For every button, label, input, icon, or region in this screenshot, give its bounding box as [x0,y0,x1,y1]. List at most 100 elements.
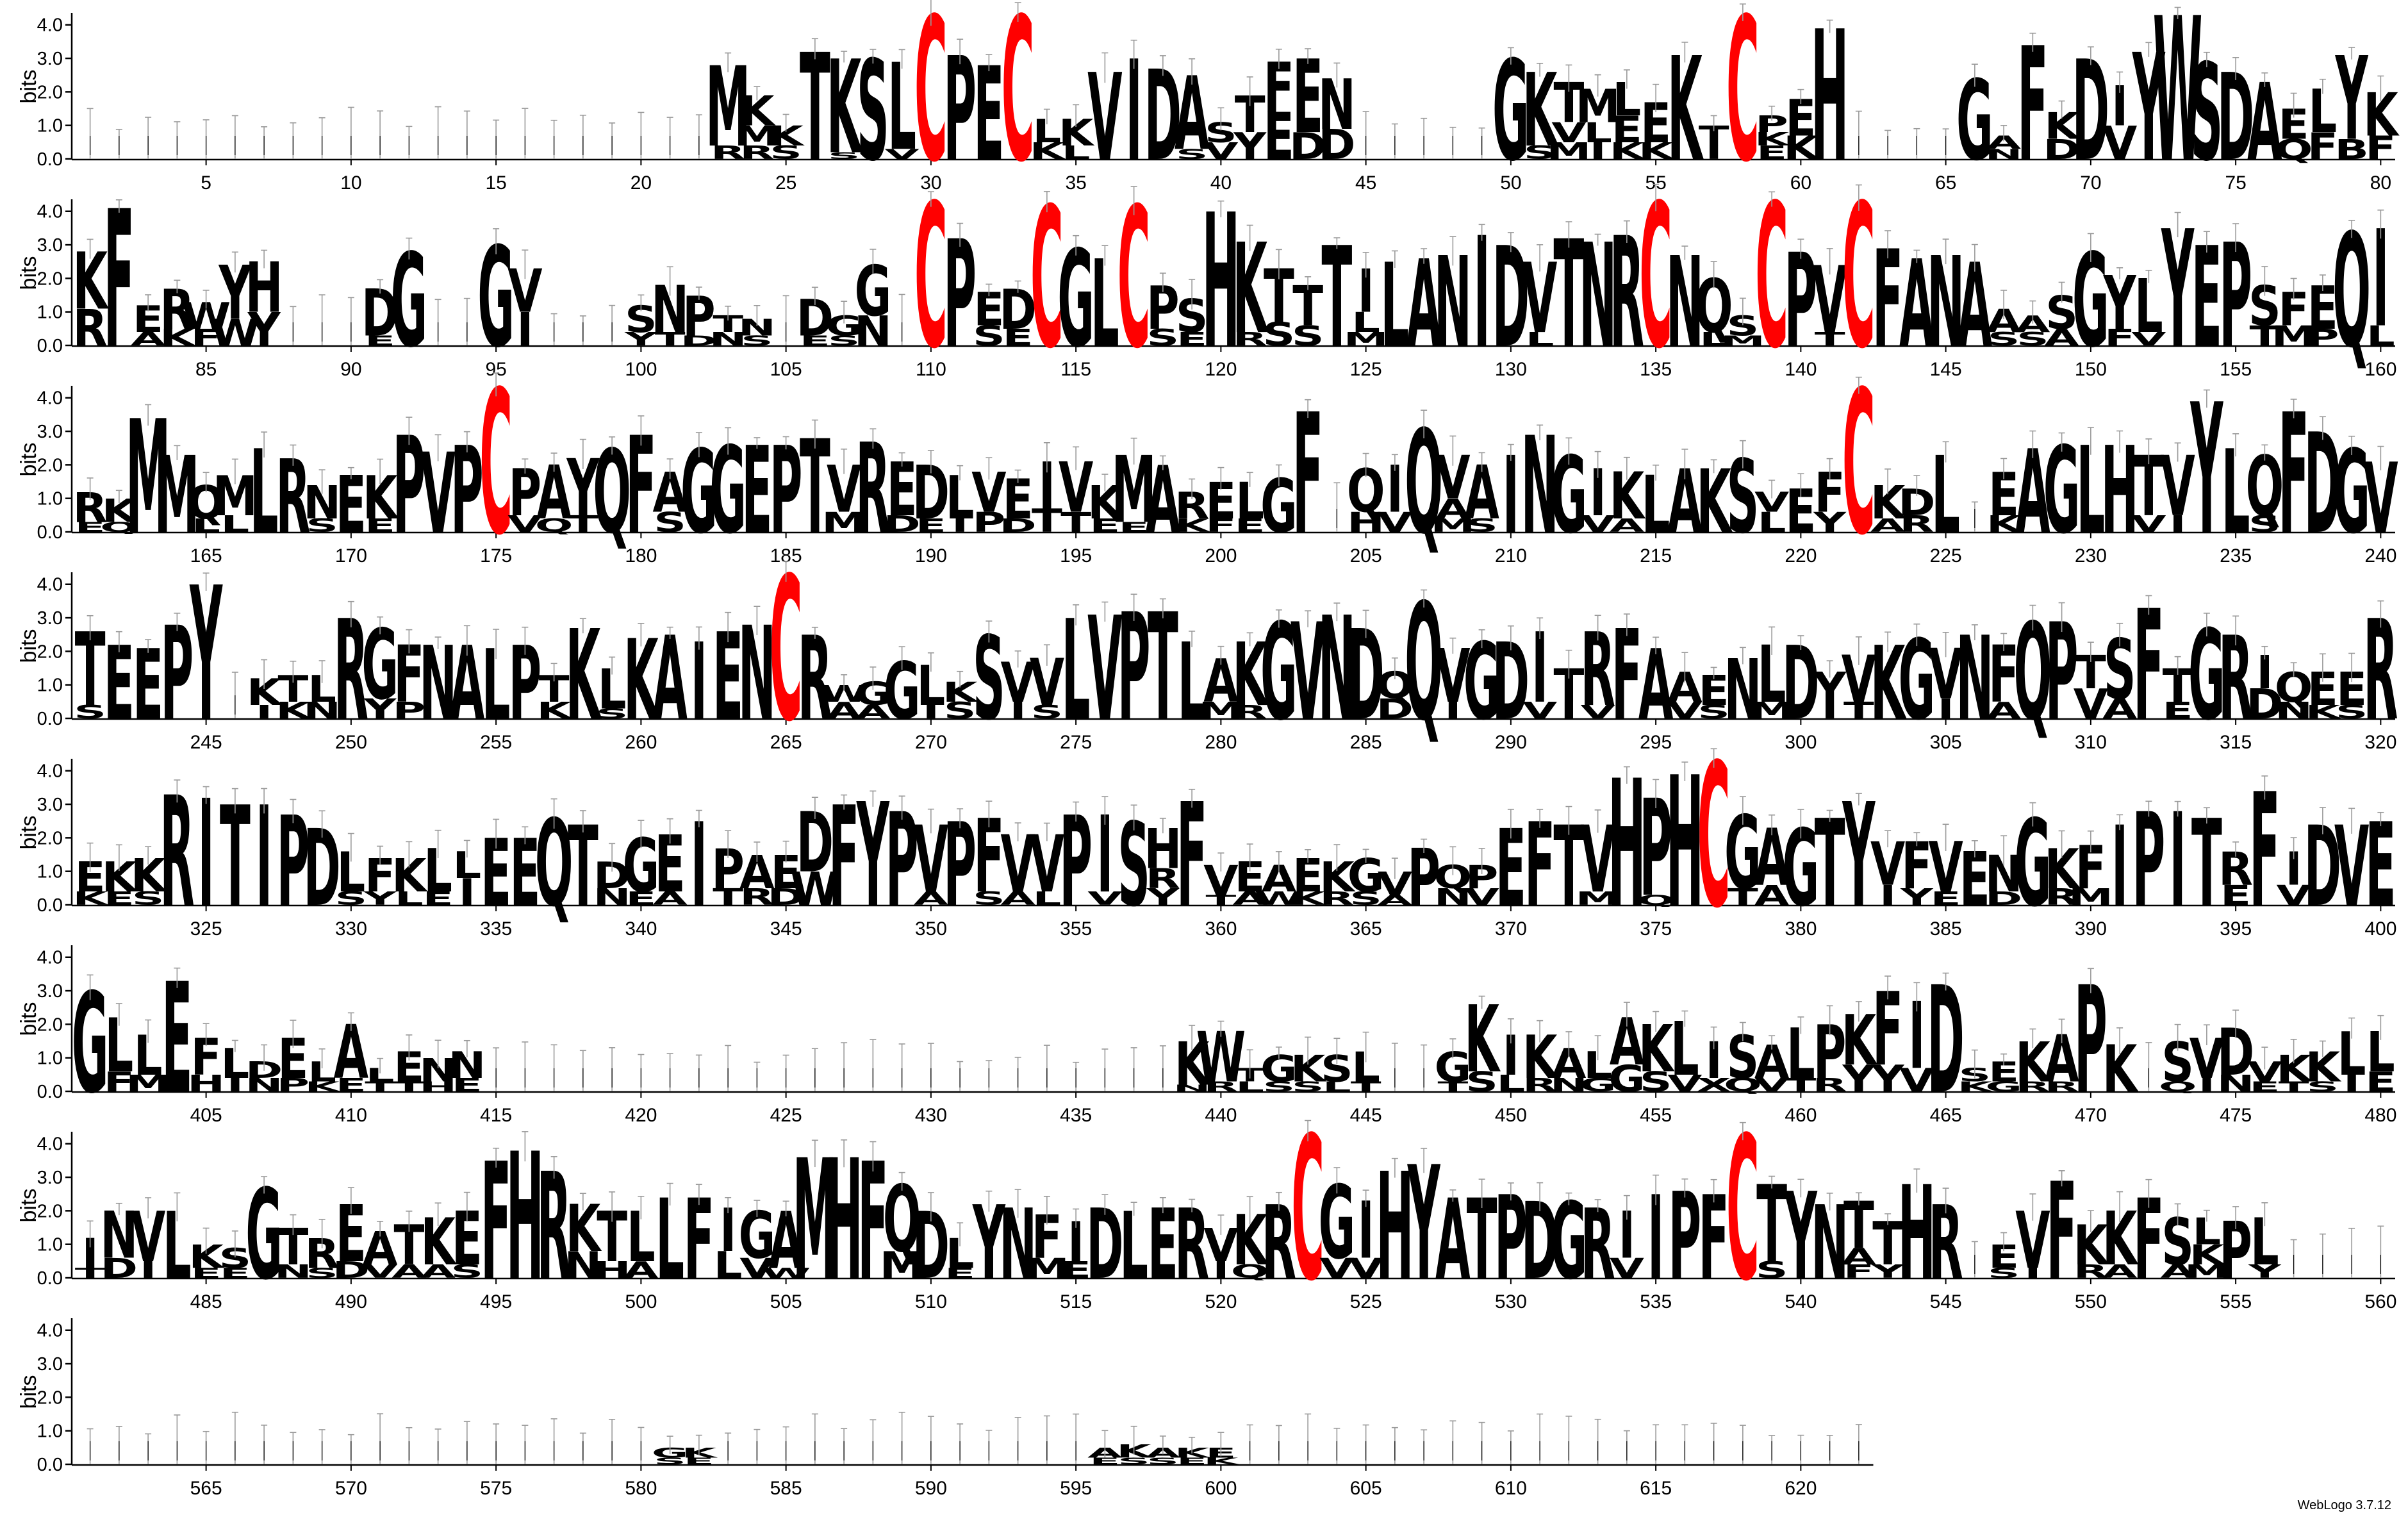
logo-letter: E [1756,142,1787,163]
logo-letter: K [72,888,110,909]
logo-letter: I [459,872,475,914]
logo-letter: A [2102,1261,2138,1282]
logo-letter: S [1349,888,1382,909]
x-tick-label: 335 [480,918,512,939]
logo-letter: R [711,142,745,163]
y-axis-label: bits [17,1375,41,1409]
logo-letter: M [1344,328,1389,350]
x-tick-label: 60 [1790,172,1811,194]
x-tick-label: 450 [1495,1105,1527,1126]
x-tick-label: 305 [1930,732,1962,753]
y-tick-label: 1.0 [37,1235,63,1255]
logo-letter: K [827,33,863,183]
logo-letter: F [2104,324,2135,351]
logo-letter: V [1754,1074,1790,1096]
logo-letter: K [1667,27,1704,193]
logo-letter: W [2153,0,2202,206]
x-tick-label: 460 [1785,1105,1817,1126]
logo-letter: L [1351,306,1380,338]
logo-letter: K [1464,986,1501,1093]
logo-letter: R [1319,888,1354,909]
logo-letter: K [2276,1048,2313,1090]
x-tick-label: 200 [1205,545,1237,567]
logo-letter: M [1430,515,1475,536]
x-tick-label: 425 [770,1105,802,1126]
logo-letter: F [1205,515,1236,536]
y-axis-label: bits [17,816,41,850]
logo-letter: R [739,884,774,911]
logo-letter: K [247,672,283,714]
x-tick-label: 515 [1060,1291,1092,1312]
logo-letter: Q [1231,1261,1269,1282]
logo-letter: K [2363,81,2400,150]
logo-letter: A [2160,1261,2195,1282]
logo-letter: K [682,1445,718,1461]
y-axis-label: bits [17,443,41,477]
x-tick-label: 325 [190,918,222,939]
logo-letter: K [1870,476,1907,529]
y-tick-label: 3.0 [37,608,63,629]
logo-letter: A [827,697,861,724]
y-tick-label: 0.0 [37,336,63,356]
logo-letter: R [1203,1079,1238,1095]
x-tick-label: 385 [1930,918,1962,939]
logo-letter: C [1726,0,1759,206]
logo-letter: L [1235,1079,1264,1095]
logo-letter: Y [1871,1058,1905,1100]
x-tick-label: 465 [1930,1105,1962,1126]
logo-letter: V [1580,511,1615,538]
logo-letter: Y [1870,1261,1905,1282]
logo-letter: K [739,87,776,135]
x-tick-label: 430 [915,1105,947,1126]
logo-letter: K [1291,1048,1327,1090]
logo-letter: K [1232,1202,1269,1281]
logo-letter: A [392,1261,427,1282]
logo-letter: K [1958,1079,1994,1095]
y-tick-label: 2.0 [37,1387,63,1408]
logo-letter: Q [535,515,573,536]
x-tick-label: 410 [335,1105,367,1126]
logo-letter: F [191,324,222,351]
x-tick-label: 455 [1640,1105,1672,1126]
x-tick-label: 265 [770,732,802,753]
x-tick-label: 100 [625,359,657,380]
logo-letter: Y [624,328,659,350]
logo-letter: P [2306,324,2339,351]
logo-letter: E [1119,520,1150,536]
logo-letter: K [2102,1197,2139,1282]
y-tick-label: 1.0 [37,116,63,136]
logo-letter: K [160,324,196,351]
logo-letter: K [1610,138,1646,165]
logo-letter: E [75,520,106,536]
logo-letter: K [768,120,805,152]
logo-letter: Y [363,888,397,909]
x-tick-label: 500 [625,1291,657,1312]
logo-letter: W [210,312,260,354]
logo-letter: E [365,515,395,536]
logo-letter: N [854,307,892,356]
x-tick-label: 320 [2364,732,2396,753]
logo-letter: E [2365,1066,2396,1098]
logo-letter: K [2074,1213,2110,1278]
logo-letter: S [306,1266,338,1282]
logo-letter: E [423,888,454,909]
x-tick-label: 340 [625,918,657,939]
x-tick-label: 530 [1495,1291,1527,1312]
logo-letter: E [916,515,946,536]
logo-letter: S [1292,1079,1324,1095]
logo-letter: F [104,1066,135,1098]
logo-letter: K [566,604,602,749]
y-tick-label: 3.0 [37,49,63,69]
x-tick-label: 30 [920,172,941,194]
logo-letter: V [1522,697,1557,724]
x-tick-label: 395 [2220,918,2252,939]
logo-letter: L [1758,506,1786,538]
x-tick-label: 435 [1060,1105,1092,1126]
logo-letter: W [790,862,839,916]
x-tick-label: 540 [1785,1291,1817,1312]
logo-letter: T [1843,697,1874,724]
